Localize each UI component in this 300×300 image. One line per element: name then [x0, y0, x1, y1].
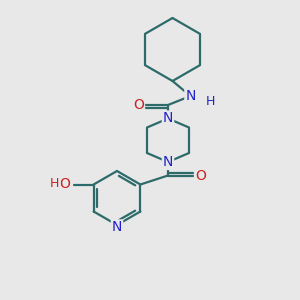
Text: N: N — [112, 220, 122, 234]
Text: O: O — [195, 169, 206, 182]
Text: N: N — [163, 155, 173, 169]
Text: O: O — [59, 178, 70, 191]
Text: N: N — [185, 89, 196, 103]
Text: N: N — [163, 112, 173, 125]
Text: H: H — [205, 94, 215, 108]
Text: O: O — [133, 98, 144, 112]
Text: H: H — [50, 177, 60, 190]
